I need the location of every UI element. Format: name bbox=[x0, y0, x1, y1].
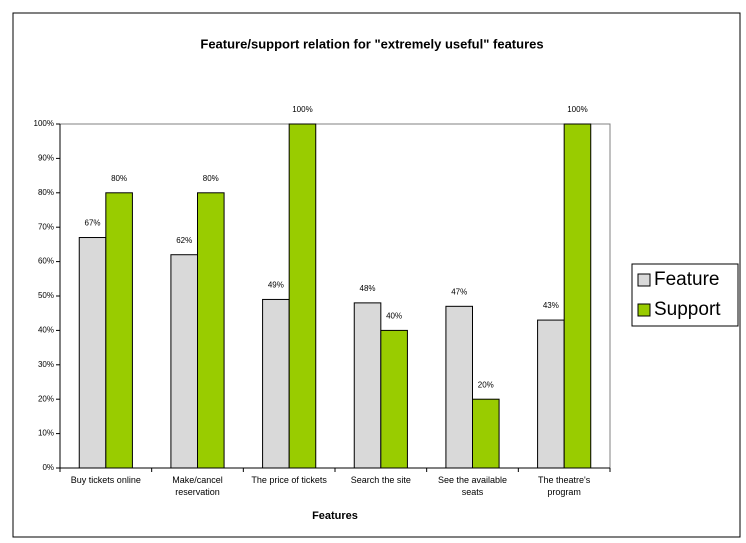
value-label: 47% bbox=[451, 287, 467, 296]
x-tick-label: Make/cancel reservation bbox=[172, 475, 223, 497]
value-label: 40% bbox=[386, 312, 402, 321]
legend-label: Feature bbox=[654, 269, 719, 290]
value-label: 100% bbox=[292, 105, 312, 114]
y-tick-label: 30% bbox=[38, 360, 54, 369]
bar bbox=[445, 305, 473, 469]
x-tick-label: Buy tickets online bbox=[70, 475, 141, 485]
legend-label: Support bbox=[654, 299, 721, 320]
value-label: 49% bbox=[268, 281, 284, 290]
x-axis-label: Features bbox=[312, 510, 358, 522]
value-label: 80% bbox=[111, 174, 127, 183]
x-tick-label-box: The theatre's program bbox=[538, 475, 591, 497]
x-tick-label-box: Buy tickets online bbox=[70, 475, 141, 485]
bar bbox=[353, 302, 382, 469]
bar bbox=[472, 398, 500, 469]
y-tick-label: 20% bbox=[38, 394, 54, 403]
y-tick-label: 10% bbox=[38, 429, 54, 438]
chart-title: Feature/support relation for "extremely … bbox=[200, 36, 543, 51]
x-tick-label-box: The price of tickets bbox=[251, 475, 327, 485]
value-label: 62% bbox=[176, 236, 192, 245]
value-label: 80% bbox=[203, 174, 219, 183]
value-label: 67% bbox=[85, 219, 101, 228]
value-label: 48% bbox=[360, 284, 376, 293]
y-tick-label: 60% bbox=[38, 257, 54, 266]
x-tick-label: Search the site bbox=[350, 475, 411, 485]
x-tick-label: The price of tickets bbox=[251, 475, 327, 485]
bar bbox=[78, 237, 107, 469]
legend-swatch bbox=[637, 273, 651, 287]
bar bbox=[262, 298, 290, 469]
y-tick-label: 80% bbox=[38, 188, 54, 197]
x-tick-label-box: See the available seats bbox=[437, 475, 508, 497]
bar bbox=[170, 254, 199, 469]
bar bbox=[288, 123, 317, 469]
y-tick-label: 40% bbox=[38, 326, 54, 335]
y-tick-label: 0% bbox=[42, 463, 54, 472]
y-tick-label: 90% bbox=[38, 154, 54, 163]
value-label: 20% bbox=[478, 380, 494, 389]
bar bbox=[563, 123, 592, 469]
legend-swatch bbox=[637, 303, 651, 317]
bar bbox=[197, 192, 225, 469]
x-tick-label-box: Make/cancel reservation bbox=[172, 475, 223, 497]
value-label: 43% bbox=[543, 301, 559, 310]
y-tick-label: 50% bbox=[38, 291, 54, 300]
bar bbox=[380, 329, 408, 469]
bar bbox=[537, 319, 565, 469]
x-tick-label-box: Search the site bbox=[350, 475, 411, 485]
plot-area bbox=[59, 123, 611, 469]
y-tick-label: 100% bbox=[34, 119, 54, 128]
x-tick-label: The theatre's program bbox=[538, 475, 591, 497]
y-tick-label: 70% bbox=[38, 222, 54, 231]
value-label: 100% bbox=[567, 105, 587, 114]
x-tick-label: See the available seats bbox=[437, 475, 508, 497]
bar bbox=[105, 192, 133, 469]
